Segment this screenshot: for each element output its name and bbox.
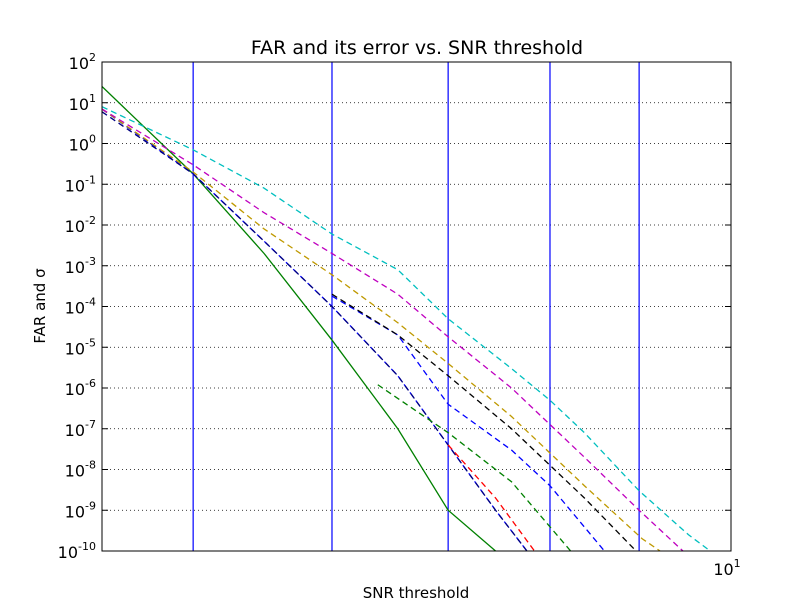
series-group xyxy=(102,86,711,551)
y-tick-label: 101 xyxy=(69,92,96,114)
series-line xyxy=(102,108,684,551)
y-tick-label: 100 xyxy=(69,133,96,155)
y-tick-label: 10-9 xyxy=(65,499,96,521)
y-axis-label: FAR and σ xyxy=(31,268,49,344)
ticks xyxy=(102,61,732,552)
y-tick-label: 10-1 xyxy=(65,173,96,195)
y-tick-label: 10-4 xyxy=(65,296,96,318)
y-tick-label: 10-8 xyxy=(65,459,96,481)
y-tick-label: 10-2 xyxy=(65,214,96,236)
tick-labels: 10-10 10-9 10-8 10-7 10-6 10-5 10-4 10-3 10-2 10-… xyxy=(58,51,741,579)
series-line xyxy=(102,111,528,551)
plot-background xyxy=(102,62,731,551)
y-tick-label: 10-7 xyxy=(65,418,96,440)
chart-title: FAR and its error vs. SNR threshold xyxy=(251,37,583,59)
series-line xyxy=(447,444,536,551)
series-line xyxy=(102,108,661,551)
x-axis-label: SNR threshold xyxy=(363,584,470,602)
y-tick-label: 102 xyxy=(69,51,96,73)
series-line xyxy=(331,293,637,551)
series-line xyxy=(377,384,572,551)
y-tick-label: 10-6 xyxy=(65,377,96,399)
x-tick-label: 101 xyxy=(713,557,740,579)
y-tick-label: 10-5 xyxy=(65,336,96,358)
y-tick-label: 10-3 xyxy=(65,255,96,277)
y-grid xyxy=(102,102,731,511)
y-tick-label: 10-10 xyxy=(58,540,96,562)
